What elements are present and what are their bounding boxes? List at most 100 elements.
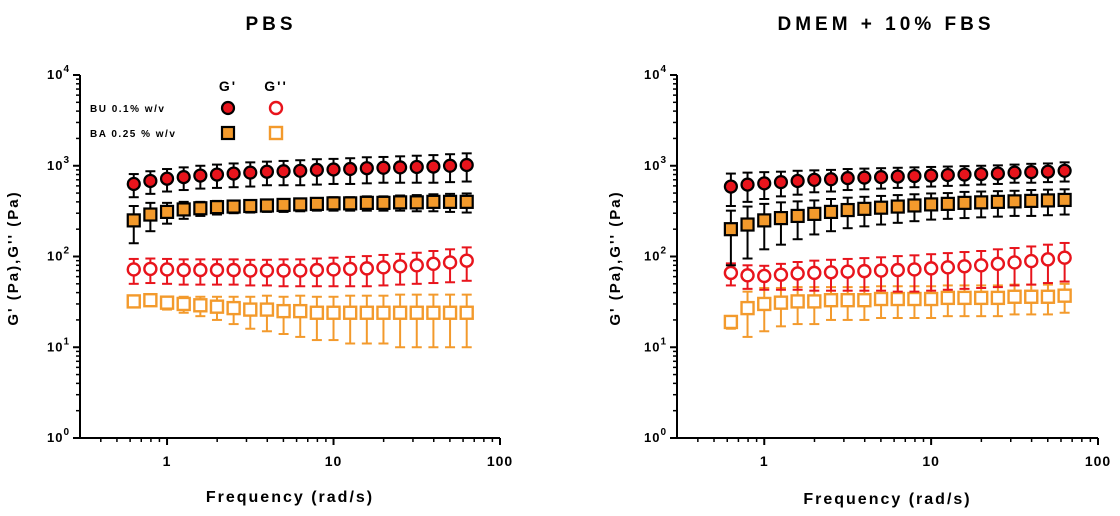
y-tick-label-base: 10 [47, 249, 63, 264]
data-point [276, 263, 291, 278]
data-point [359, 261, 375, 276]
data-point [159, 295, 175, 310]
data-point [159, 262, 175, 277]
data-point [426, 194, 441, 209]
data-point [940, 290, 956, 306]
data-point [326, 162, 341, 177]
data-point [342, 261, 358, 277]
data-point [973, 290, 989, 306]
data-point [957, 259, 972, 274]
data-point [790, 294, 805, 309]
data-point [840, 264, 855, 279]
data-point [1040, 289, 1056, 304]
x-tick-label: 1 [163, 453, 172, 469]
data-point [442, 305, 458, 320]
data-point [1007, 165, 1022, 180]
data-point [973, 258, 989, 273]
data-point [773, 175, 789, 190]
y-tick-label: 104 [644, 64, 667, 82]
data-point [823, 265, 839, 280]
data-point [359, 195, 374, 210]
data-point [392, 259, 408, 274]
data-point [326, 305, 341, 320]
data-point [309, 262, 325, 278]
data-point [723, 265, 739, 281]
data-point [773, 210, 789, 226]
y-tick-label-exponent: 1 [660, 336, 667, 347]
y-tick-label-exponent: 3 [660, 155, 667, 166]
data-point [426, 159, 441, 174]
data-point [209, 200, 225, 215]
data-point [1040, 252, 1056, 267]
x-tick-label: 10 [922, 453, 940, 469]
data-point [857, 201, 872, 216]
data-point [873, 263, 889, 278]
data-point [143, 292, 158, 308]
series-Gp-BU [126, 152, 474, 199]
data-point [276, 197, 291, 213]
data-point [723, 179, 738, 194]
data-point [342, 305, 358, 320]
legend-header-g-prime: G' [219, 78, 237, 94]
data-point [259, 164, 275, 179]
legend-label: BA 0.25 % w/v [90, 129, 176, 140]
y-tick-label: 104 [47, 64, 70, 82]
data-point [459, 157, 474, 173]
data-point [126, 262, 141, 277]
data-point [807, 206, 822, 221]
y-tick-label-exponent: 2 [63, 246, 70, 257]
y-axis-label: G' (Pa),G'' (Pa) [5, 190, 22, 325]
data-point [143, 173, 158, 189]
x-axis-label: Frequency (rad/s) [803, 491, 971, 508]
series-Gpp-BU [126, 246, 474, 288]
data-point [807, 294, 822, 309]
data-point [326, 196, 341, 211]
data-point [309, 162, 324, 178]
data-point [359, 161, 374, 176]
data-point [359, 305, 375, 320]
data-point [907, 168, 922, 184]
y-tick-label: 101 [644, 336, 667, 354]
data-point [392, 305, 408, 320]
data-point [193, 262, 208, 278]
data-point [209, 299, 225, 314]
data-point [326, 262, 341, 277]
data-point [409, 195, 424, 210]
data-point [907, 262, 922, 277]
data-point [393, 160, 408, 175]
data-point [957, 167, 972, 182]
data-point [857, 292, 872, 308]
y-tick-label-base: 10 [644, 158, 660, 173]
data-point [442, 194, 458, 209]
data-point [159, 171, 175, 186]
data-point [226, 166, 241, 181]
data-point [143, 207, 158, 222]
data-point [226, 199, 241, 214]
series-Gpp-BA [126, 292, 474, 349]
data-point [990, 166, 1005, 181]
data-point [890, 199, 905, 214]
data-point [990, 290, 1006, 306]
y-tick-label-exponent: 4 [660, 64, 667, 75]
data-point [773, 295, 789, 310]
y-tick-label: 100 [47, 427, 70, 445]
data-point [924, 197, 939, 212]
data-point [293, 263, 308, 278]
chart-title: DMEM + 10% FBS [777, 14, 994, 35]
data-point [243, 302, 258, 317]
data-point [890, 169, 905, 184]
x-axis-label: Frequency (rad/s) [206, 489, 374, 506]
data-point [1040, 193, 1056, 208]
data-point [376, 260, 391, 275]
data-point [276, 164, 291, 179]
data-point [940, 196, 955, 211]
data-point [409, 305, 424, 320]
data-point [276, 303, 291, 319]
y-tick-label-exponent: 2 [660, 246, 667, 257]
data-point [957, 195, 972, 210]
x-tick-label: 100 [487, 453, 513, 469]
y-axis-label: G' (Pa),G'' (Pa) [607, 190, 624, 325]
data-point [757, 176, 772, 191]
y-tick-label-exponent: 0 [660, 427, 667, 438]
